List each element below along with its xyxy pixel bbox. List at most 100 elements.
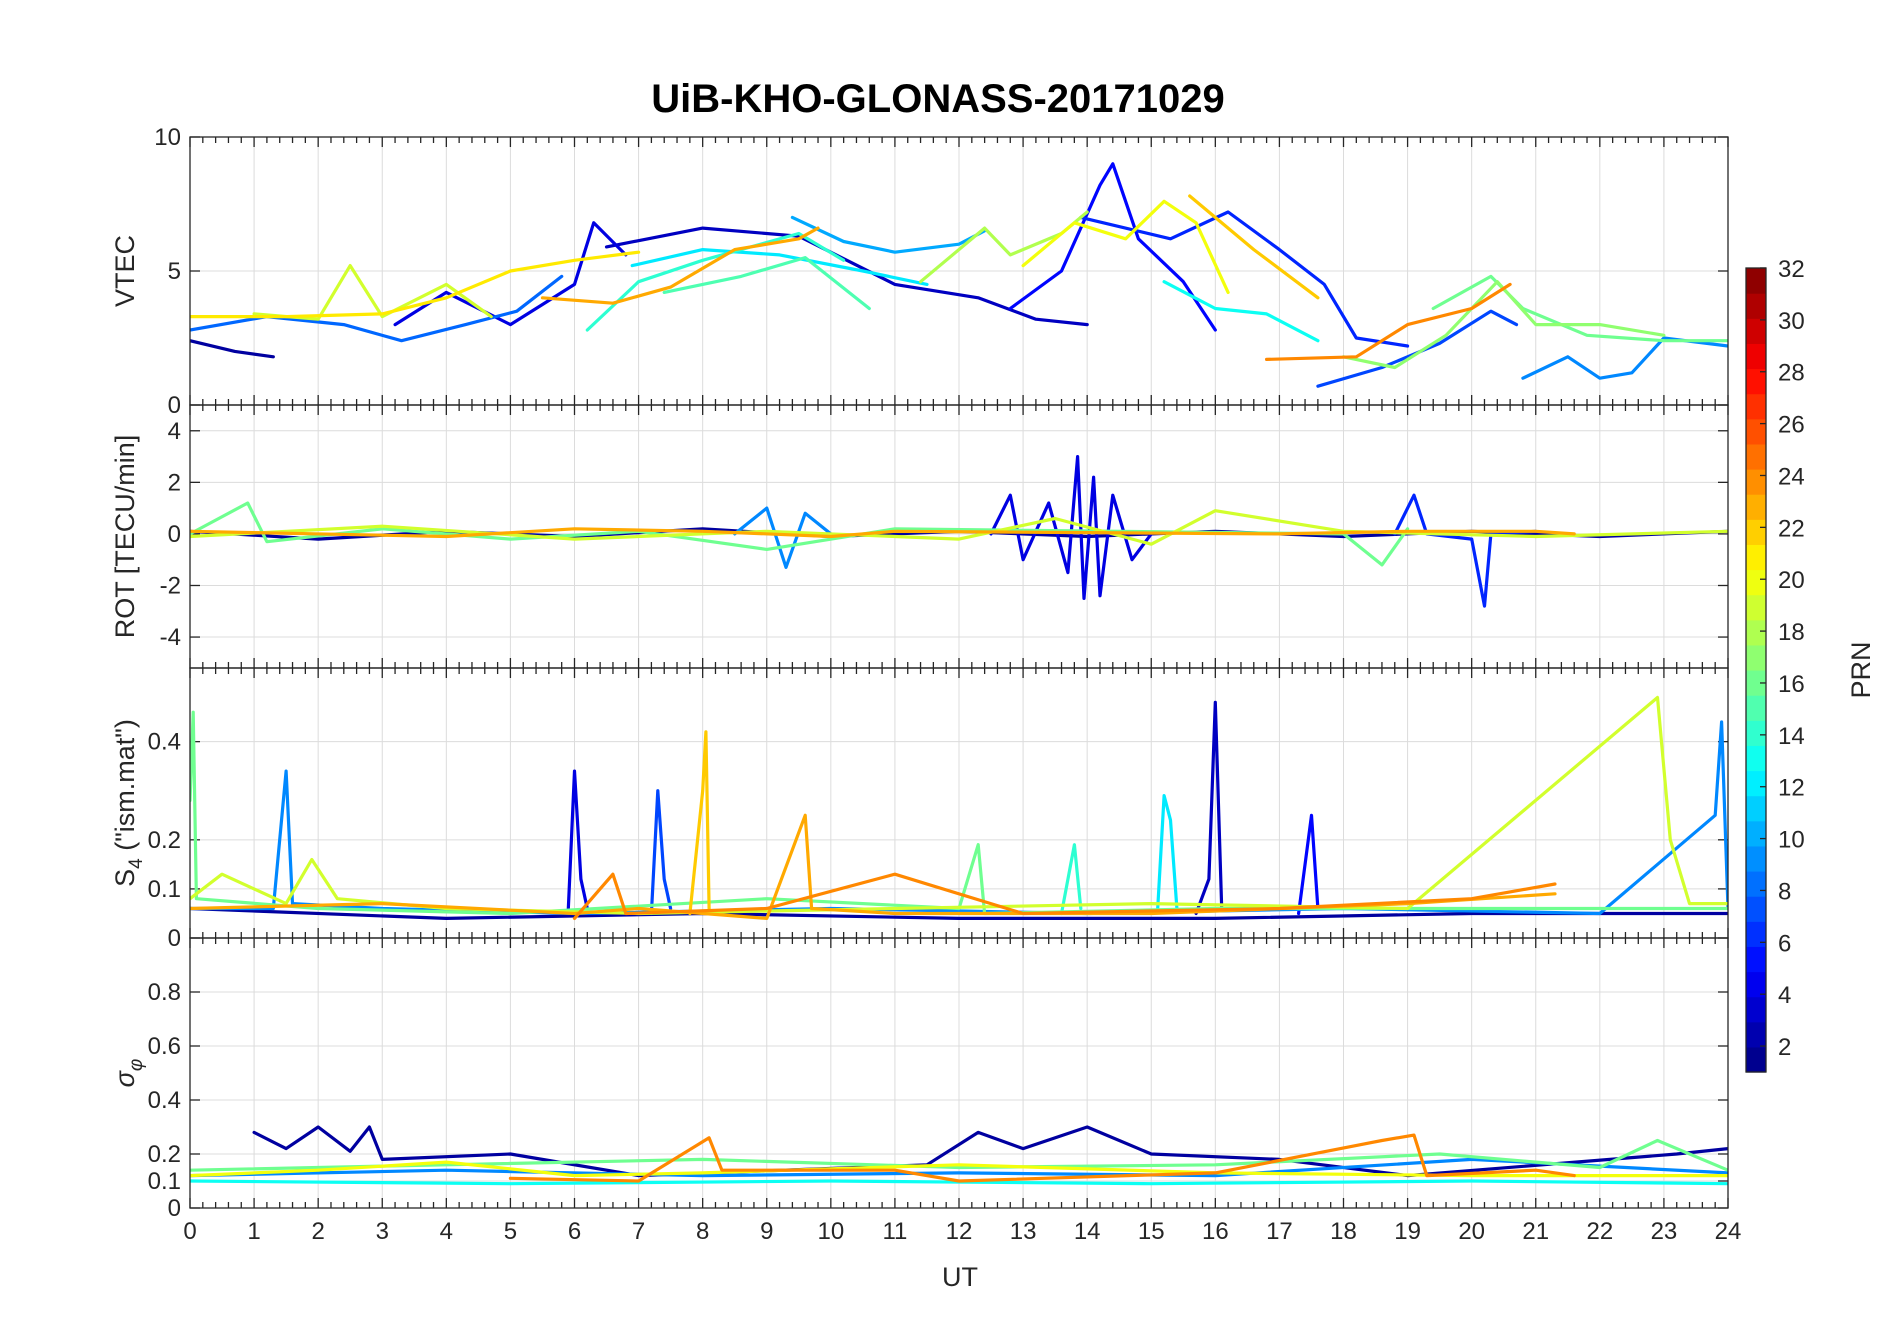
y-tick-label: 0.6 [148, 1033, 181, 1060]
trace-prn-5 [1008, 162, 1217, 332]
trace-prn-16 [190, 1138, 1728, 1172]
x-tick-label: 12 [946, 1218, 973, 1245]
colorbar-segment [1746, 695, 1766, 721]
colorbar-segment [1746, 318, 1766, 344]
y-tick-label: 0.1 [148, 876, 181, 903]
traces-sigma_phi [190, 1125, 1728, 1186]
trace-prn-7 [649, 789, 673, 916]
colorbar-segment [1746, 594, 1766, 621]
colorbar-segment [1746, 619, 1766, 646]
colorbar-segment [1746, 1046, 1766, 1073]
x-tick-label: 5 [504, 1218, 517, 1245]
x-tick-label: 4 [440, 1218, 453, 1245]
x-tick-label: 22 [1586, 1218, 1613, 1245]
colorbar-segment [1746, 670, 1766, 696]
x-tick-label: 17 [1266, 1218, 1293, 1245]
x-tick-label: 13 [1010, 1218, 1037, 1245]
colorbar-frame [1745, 267, 1767, 1073]
colorbar-segment [1746, 418, 1766, 445]
colorbar-segment [1746, 896, 1766, 922]
trace-prn-22 [1188, 194, 1320, 300]
colorbar-tick-label: 16 [1778, 671, 1805, 698]
colorbar-tick-label: 32 [1778, 256, 1805, 283]
colorbar-tick-label: 26 [1778, 412, 1805, 439]
colorbar-tick-label: 12 [1778, 775, 1805, 802]
trace-prn-21 [190, 250, 641, 319]
trace-prn-23 [190, 527, 1576, 539]
panel-s4: 0 0.1 0.2 0.4S4 ("ism.mat") [110, 667, 1729, 952]
x-tick-label: 0 [183, 1218, 196, 1245]
y-tick-label: 0 [168, 521, 181, 548]
colorbar-segment [1746, 745, 1766, 772]
y-tick-label: 0.2 [148, 827, 181, 854]
colorbar-segment [1746, 720, 1766, 746]
y-tick-label: 4 [168, 418, 181, 445]
trace-prn-9 [1521, 336, 1728, 380]
colorbar-segment [1746, 946, 1766, 973]
colorbar-segment [1746, 845, 1766, 872]
trace-prn-9 [733, 506, 833, 570]
trace-prn-24 [508, 1133, 1576, 1183]
colorbar-segment [1746, 996, 1766, 1023]
colorbar-segment [1746, 795, 1766, 822]
y-tick-label: 0 [168, 1195, 181, 1222]
trace-prn-4 [989, 455, 1153, 601]
x-tick-label: 8 [696, 1218, 709, 1245]
trace-prn-20 [190, 1160, 1728, 1178]
colorbar-segment [1746, 368, 1766, 395]
trace-prn-13 [1162, 280, 1320, 343]
y-tick-label: 10 [154, 124, 181, 151]
y-tick-label: 0.4 [148, 729, 181, 756]
x-tick-label: 16 [1202, 1218, 1229, 1245]
y-tick-label: -4 [160, 624, 181, 651]
colorbar-segment [1746, 820, 1766, 847]
colorbar-tick-label: 28 [1778, 360, 1805, 387]
trace-prn-19 [190, 695, 1728, 916]
trace-prn-3 [604, 226, 1089, 327]
colorbar-segment [1746, 770, 1766, 797]
x-tick-label: 21 [1522, 1218, 1549, 1245]
panel-frame [189, 937, 1729, 1209]
colorbar-segment [1746, 293, 1766, 319]
colorbar-segment [1746, 343, 1766, 370]
x-tick-label: 7 [632, 1218, 645, 1245]
x-axis-label: UT [942, 1262, 978, 1292]
x-tick-label: 18 [1330, 1218, 1357, 1245]
colorbar-tick-label: 8 [1778, 878, 1791, 905]
colorbar-segment [1746, 971, 1766, 998]
trace-prn-6 [1079, 210, 1410, 348]
colorbar-segment [1746, 871, 1766, 897]
y-axis-label: S4 ("ism.mat") [110, 719, 147, 887]
trace-prn-10 [790, 215, 987, 254]
y-axis-label: ROT [TECU/min] [110, 435, 140, 639]
x-tick-label: 2 [311, 1218, 324, 1245]
trace-prn-12 [630, 248, 929, 286]
trace-prn-2 [190, 906, 1728, 921]
x-tick-label: 24 [1715, 1218, 1742, 1245]
x-tick-label: 1 [247, 1218, 260, 1245]
trace-prn-5 [1296, 813, 1320, 916]
colorbar-tick-label: 20 [1778, 567, 1805, 594]
colorbar-segment [1746, 569, 1766, 596]
trace-prn-17 [1341, 280, 1666, 370]
colorbar-segment [1746, 644, 1766, 671]
trace-prn-23 [540, 226, 820, 305]
trace-prn-7 [1316, 309, 1519, 388]
traces-vtec [190, 162, 1728, 388]
colorbar-tick-label: 14 [1778, 723, 1805, 750]
colorbar-segment [1746, 268, 1766, 294]
trace-prn-20 [1021, 199, 1230, 294]
trace-prn-6 [1393, 493, 1538, 608]
y-tick-label: 0.2 [148, 1141, 181, 1168]
colorbar-segment [1746, 519, 1766, 545]
x-tick-label: 10 [817, 1218, 844, 1245]
trace-prn-2 [190, 339, 275, 359]
colorbar-tick-label: 18 [1778, 619, 1805, 646]
trace-prn-22 [688, 730, 711, 916]
colorbar-tick-label: 30 [1778, 308, 1805, 335]
x-tick-label: 6 [568, 1218, 581, 1245]
trace-prn-4 [393, 221, 628, 327]
y-tick-label: 0.4 [148, 1087, 181, 1114]
y-tick-label: 0 [168, 392, 181, 419]
